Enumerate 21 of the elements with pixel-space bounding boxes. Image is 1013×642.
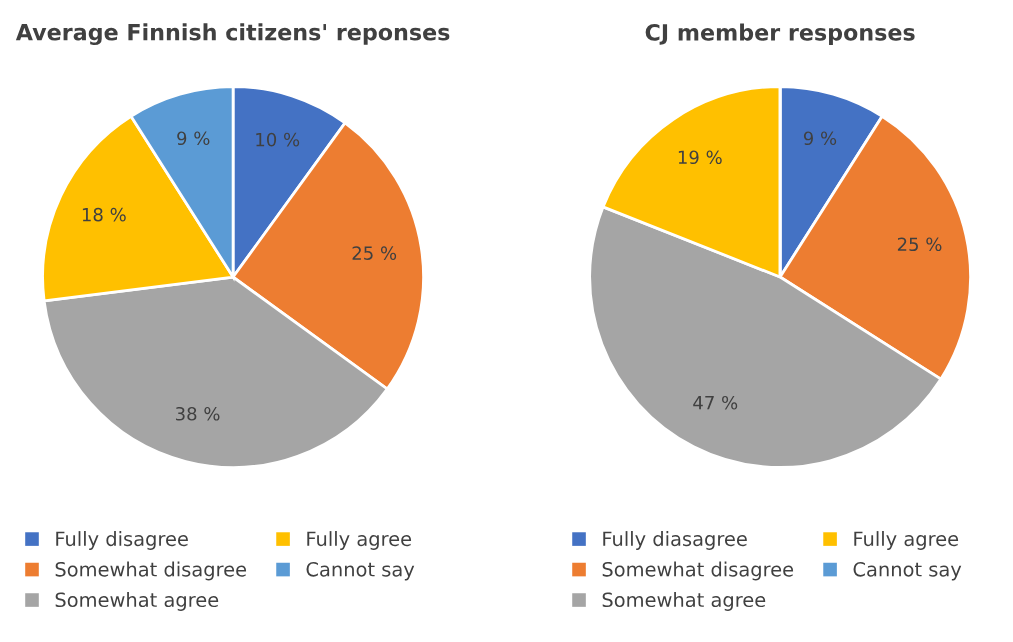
legend-label: Fully disagree: [56, 531, 188, 550]
legend-label: Cannot say: [306, 561, 415, 581]
data-label: 18 %: [82, 207, 126, 222]
legend-label: Fully agree: [307, 531, 412, 550]
legend-label: Somewhat agree: [602, 592, 766, 611]
legend-label: Fully agree: [854, 531, 959, 550]
chart-title: CJ member responses: [645, 23, 915, 46]
data-label: 38 %: [176, 406, 220, 421]
legend-label: Fully diasagree: [603, 531, 747, 550]
chart-title: Average Finnish citizens' reponses: [15, 23, 450, 46]
legend-label: Somewhat disagree: [602, 561, 794, 581]
data-label: 9 %: [177, 131, 210, 146]
data-label: 25 %: [897, 237, 942, 252]
data-label: 19 %: [678, 150, 722, 165]
data-label: 10 %: [256, 132, 300, 147]
data-label: 9 %: [803, 131, 837, 146]
legend-label: Cannot say: [853, 561, 962, 581]
legend-label: Somewhat agree: [55, 592, 219, 611]
data-label: 25 %: [352, 246, 397, 260]
data-label: 47 %: [693, 395, 738, 410]
legend-label: Somewhat disagree: [55, 561, 247, 581]
